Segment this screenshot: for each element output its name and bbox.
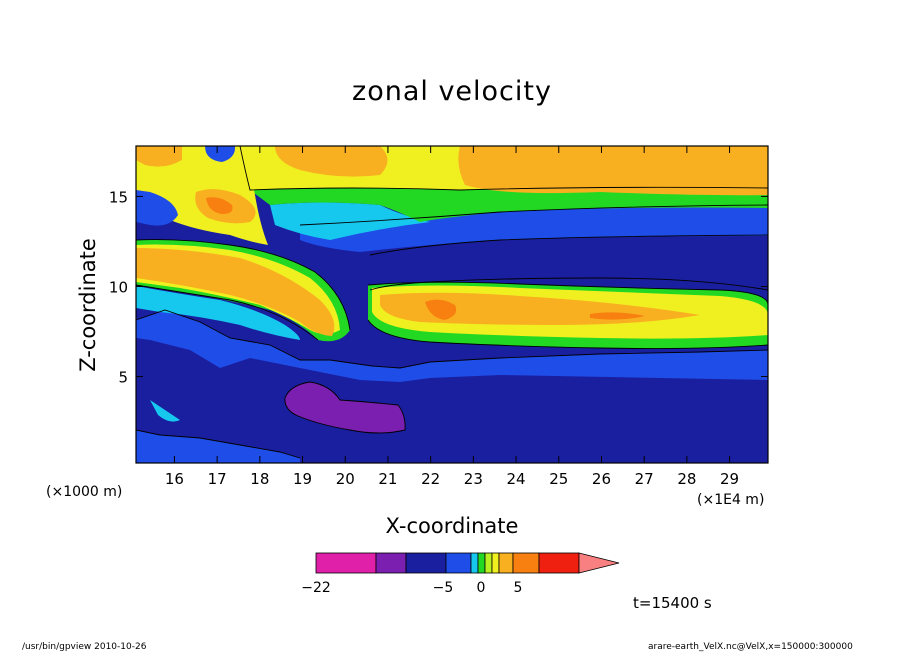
footer-left: /usr/bin/gpview 2010-10-26 xyxy=(22,642,147,652)
x-tick-label: 22 xyxy=(421,470,440,488)
field-cyan-spot xyxy=(150,400,180,422)
colorbar-segment xyxy=(375,552,407,574)
x-tick-label: 29 xyxy=(720,470,739,488)
field-right-deep-orange-2 xyxy=(590,312,645,320)
x-tick-label: 21 xyxy=(378,470,397,488)
x-units-note: (×1E4 m) xyxy=(697,492,765,508)
x-tick-label: 19 xyxy=(293,470,312,488)
x-tick-label: 26 xyxy=(592,470,611,488)
x-axis-label: X-coordinate xyxy=(385,514,519,538)
field-upper-blue xyxy=(370,235,768,290)
field-mid-orange xyxy=(136,248,335,336)
field-upper-green xyxy=(250,185,768,222)
colorbar-segment xyxy=(498,552,514,574)
x-tick-label: 25 xyxy=(549,470,568,488)
footer-right: arare-earth_VelX.nc@VelX,x=150000:300000 xyxy=(648,642,853,652)
field-left-orange-corner xyxy=(136,146,182,167)
colorbar-segment xyxy=(315,552,377,574)
colorbar-segment xyxy=(491,552,500,574)
x-tick-label: 17 xyxy=(208,470,227,488)
x-tick-label: 27 xyxy=(635,470,654,488)
colorbar: −22 −5 0 5 xyxy=(301,552,620,596)
y-tick-label: 15 xyxy=(109,188,128,206)
colorbar-label: −5 xyxy=(433,580,454,596)
y-units-note: (×1000 m) xyxy=(46,484,123,500)
x-ticks: 16 17 18 19 20 21 22 23 24 25 26 27 28 29 xyxy=(165,146,739,488)
colorbar-segment xyxy=(484,552,493,574)
colorbar-label: 5 xyxy=(514,580,523,596)
colorbar-extend-arrow xyxy=(578,552,620,574)
x-tick-label: 20 xyxy=(336,470,355,488)
colorbar-segment xyxy=(405,552,447,574)
x-tick-label: 16 xyxy=(165,470,184,488)
field-blue-patch xyxy=(136,310,768,382)
time-label: t=15400 s xyxy=(633,594,712,612)
field-upper-cyan xyxy=(270,202,430,240)
colorbar-segment xyxy=(445,552,472,574)
x-tick-label: 23 xyxy=(464,470,483,488)
y-ticks: 5 10 15 xyxy=(109,188,768,387)
y-tick-label: 10 xyxy=(109,278,128,296)
field-purple-core xyxy=(284,382,406,433)
field-left-deep-orange xyxy=(206,197,233,214)
colorbar-segment xyxy=(512,552,540,574)
field-upper-lightblue xyxy=(300,205,768,252)
field-left-blue-spot xyxy=(136,190,178,226)
colorbar-segment xyxy=(470,552,479,574)
colorbar-label: 0 xyxy=(477,580,486,596)
x-tick-label: 18 xyxy=(250,470,269,488)
colorbar-segment xyxy=(538,552,580,574)
field-mid-cyan xyxy=(136,286,300,340)
x-tick-label: 28 xyxy=(677,470,696,488)
field-bottom-blue xyxy=(136,430,300,463)
x-tick-label: 24 xyxy=(507,470,526,488)
colorbar-segment xyxy=(477,552,486,574)
field-upper-left-orange xyxy=(275,146,388,177)
y-tick-label: 5 xyxy=(118,369,128,387)
contour-field xyxy=(136,146,768,463)
colorbar-label: −22 xyxy=(301,580,331,596)
field-right-deep-orange-1 xyxy=(425,299,457,320)
field-top-blue-spot xyxy=(205,146,236,162)
plot-frame xyxy=(135,145,769,464)
field-upper-orange xyxy=(458,146,768,196)
chart-title: zonal velocity xyxy=(352,76,552,107)
